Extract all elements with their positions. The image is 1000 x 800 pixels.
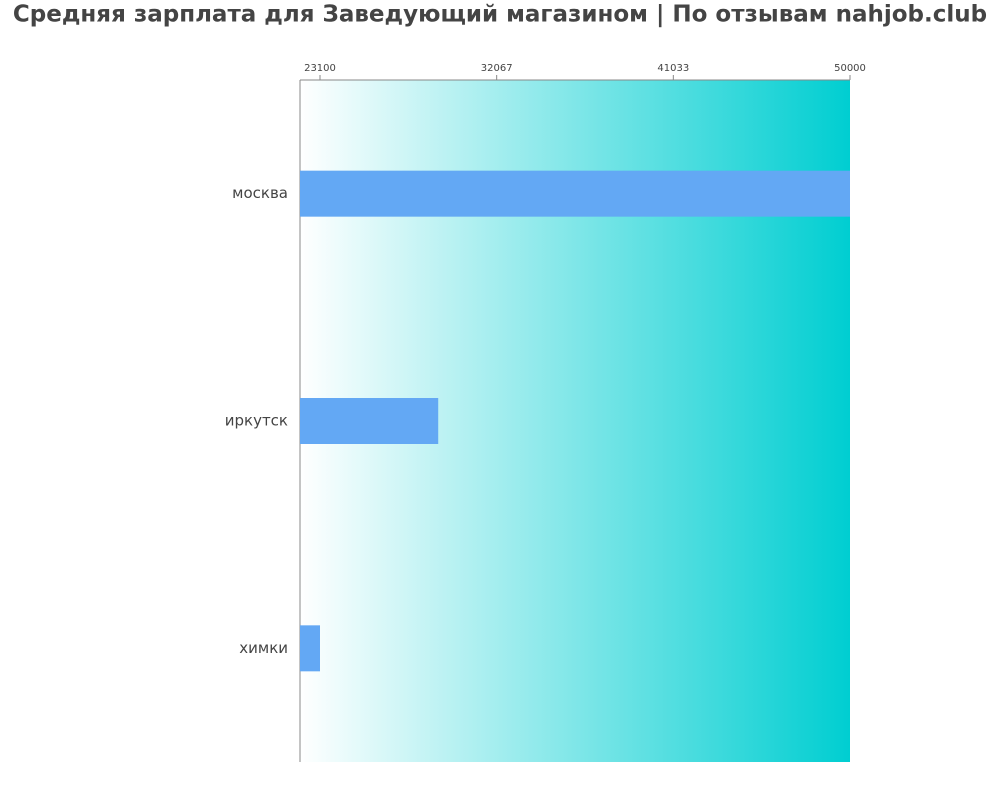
x-tick-label: 32067 [481, 63, 513, 74]
bar [300, 170, 850, 217]
x-tick-label: 41033 [657, 63, 689, 74]
y-tick-label: иркутск [225, 412, 288, 430]
y-tick-label: химки [239, 639, 288, 657]
chart-title: Средняя зарплата для Заведующий магазино… [13, 2, 987, 28]
x-tick-label: 50000 [834, 63, 866, 74]
bar [300, 398, 439, 444]
bar [300, 625, 320, 672]
x-tick-label: 23100 [304, 63, 336, 74]
y-tick-label: москва [232, 184, 288, 202]
